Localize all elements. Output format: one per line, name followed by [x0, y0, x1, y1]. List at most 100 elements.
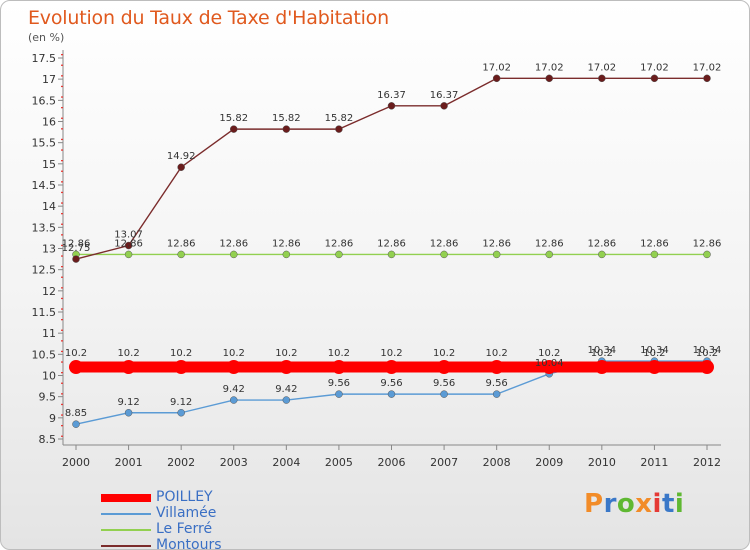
y-axis-minor-mark	[61, 54, 63, 56]
data-label-montours: 15.82	[272, 113, 301, 124]
x-tick-label: 2000	[62, 456, 90, 469]
data-point-le-ferre	[598, 250, 606, 259]
y-axis-minor-mark	[61, 425, 63, 427]
proxiti-logo: Proxiti	[584, 489, 684, 519]
data-point-montours	[650, 74, 659, 83]
y-axis-minor-mark	[61, 403, 63, 406]
logo-letter: t	[661, 489, 675, 519]
y-axis-minor-mark	[61, 160, 63, 162]
data-label-poilley: 10.2	[380, 348, 402, 359]
data-point-le-ferre	[282, 250, 291, 259]
data-label-montours: 17.02	[588, 62, 617, 73]
legend-swatch-villamee	[101, 513, 151, 515]
data-point-poilley	[69, 360, 83, 375]
data-point-villamee	[387, 390, 396, 398]
data-point-montours	[230, 125, 238, 133]
data-label-le-ferre: 12.86	[693, 238, 722, 249]
y-tick-label: 14	[42, 200, 56, 213]
y-axis-minor-mark	[61, 276, 63, 278]
data-point-villamee	[335, 390, 343, 398]
data-label-montours: 13.07	[114, 230, 143, 241]
logo-letter: i	[652, 489, 662, 519]
data-label-villamee: 9.56	[486, 378, 508, 389]
y-axis-minor-mark	[61, 223, 63, 225]
y-tick-label: 17	[42, 73, 56, 86]
data-point-poilley	[542, 360, 557, 375]
data-point-le-ferre	[124, 250, 133, 259]
data-point-montours	[703, 74, 711, 83]
data-point-villamee	[177, 409, 185, 417]
data-label-poilley: 10.2	[696, 348, 718, 359]
chart-title: Evolution du Taux de Taxe d'Habitation	[28, 7, 389, 29]
legend-swatch-poilley	[101, 494, 151, 502]
data-label-villamee: 9.42	[275, 384, 297, 395]
data-point-poilley	[174, 360, 189, 375]
data-point-poilley	[384, 360, 399, 375]
y-axis-minor-mark	[61, 181, 63, 183]
data-label-poilley: 10.2	[223, 348, 245, 359]
y-axis-minor-mark	[61, 372, 63, 374]
y-tick-label: 12	[42, 285, 56, 298]
x-tick-label: 2007	[430, 456, 458, 469]
data-label-le-ferre: 12.86	[588, 238, 617, 249]
legend-swatch-montours	[101, 545, 151, 547]
y-tick-label: 9.5	[39, 391, 57, 404]
data-point-montours	[545, 74, 553, 83]
data-point-poilley	[594, 360, 609, 375]
data-label-le-ferre: 12.86	[167, 238, 196, 249]
data-label-le-ferre: 12.86	[377, 238, 406, 249]
y-tick-label: 8.5	[39, 433, 57, 446]
data-point-montours	[124, 241, 133, 250]
data-label-le-ferre: 12.86	[482, 238, 511, 249]
logo-letter: P	[584, 489, 604, 519]
data-label-villamee: 10.04	[535, 358, 564, 369]
y-axis-minor-mark	[61, 308, 63, 310]
data-point-villamee	[282, 396, 291, 404]
data-label-le-ferre: 12.86	[114, 238, 143, 249]
y-tick-label: 16	[42, 116, 56, 129]
data-point-villamee	[72, 420, 80, 428]
y-axis-minor-mark	[61, 350, 63, 353]
x-tick-label: 2012	[693, 456, 721, 469]
data-point-montours	[598, 74, 606, 83]
data-label-montours: 16.37	[377, 90, 406, 101]
x-tick-label: 2010	[588, 456, 616, 469]
data-label-villamee: 10.34	[693, 345, 722, 356]
data-label-montours: 17.02	[640, 62, 669, 73]
data-label-montours: 16.37	[430, 90, 459, 101]
y-tick-label: 16.5	[32, 94, 57, 107]
data-label-villamee: 9.12	[117, 397, 139, 408]
data-point-le-ferre	[230, 250, 238, 259]
logo-letter: x	[635, 489, 653, 519]
y-axis-minor-mark	[61, 340, 63, 342]
data-point-poilley	[331, 360, 346, 375]
data-label-montours: 17.02	[535, 62, 564, 73]
data-point-poilley	[437, 360, 452, 375]
y-axis-minor-mark	[61, 255, 63, 257]
x-tick-label: 2004	[272, 456, 300, 469]
data-label-villamee: 9.42	[223, 384, 245, 395]
data-label-poilley: 10.2	[117, 348, 139, 359]
y-axis-minor-mark	[61, 117, 63, 119]
y-axis-minor-mark	[61, 382, 63, 384]
y-axis-minor-mark	[61, 191, 63, 194]
data-label-poilley: 10.2	[170, 348, 192, 359]
data-point-le-ferre	[703, 250, 711, 259]
y-axis-minor-mark	[61, 96, 63, 98]
y-tick-label: 13.5	[32, 221, 57, 234]
data-label-le-ferre: 12.86	[219, 238, 248, 249]
legend-label-poilley: POILLEY	[156, 489, 213, 505]
data-label-poilley: 10.2	[275, 348, 297, 359]
data-label-villamee: 9.56	[433, 378, 455, 389]
data-point-montours	[492, 74, 501, 83]
y-axis-minor-mark	[61, 170, 63, 172]
data-point-poilley	[279, 360, 294, 375]
data-label-montours: 15.82	[219, 113, 248, 124]
y-axis-minor-mark	[61, 414, 63, 416]
y-axis-minor-mark	[61, 329, 63, 331]
data-label-poilley: 10.2	[65, 348, 87, 359]
y-tick-label: 11.5	[32, 306, 57, 319]
y-tick-label: 11	[42, 327, 56, 340]
